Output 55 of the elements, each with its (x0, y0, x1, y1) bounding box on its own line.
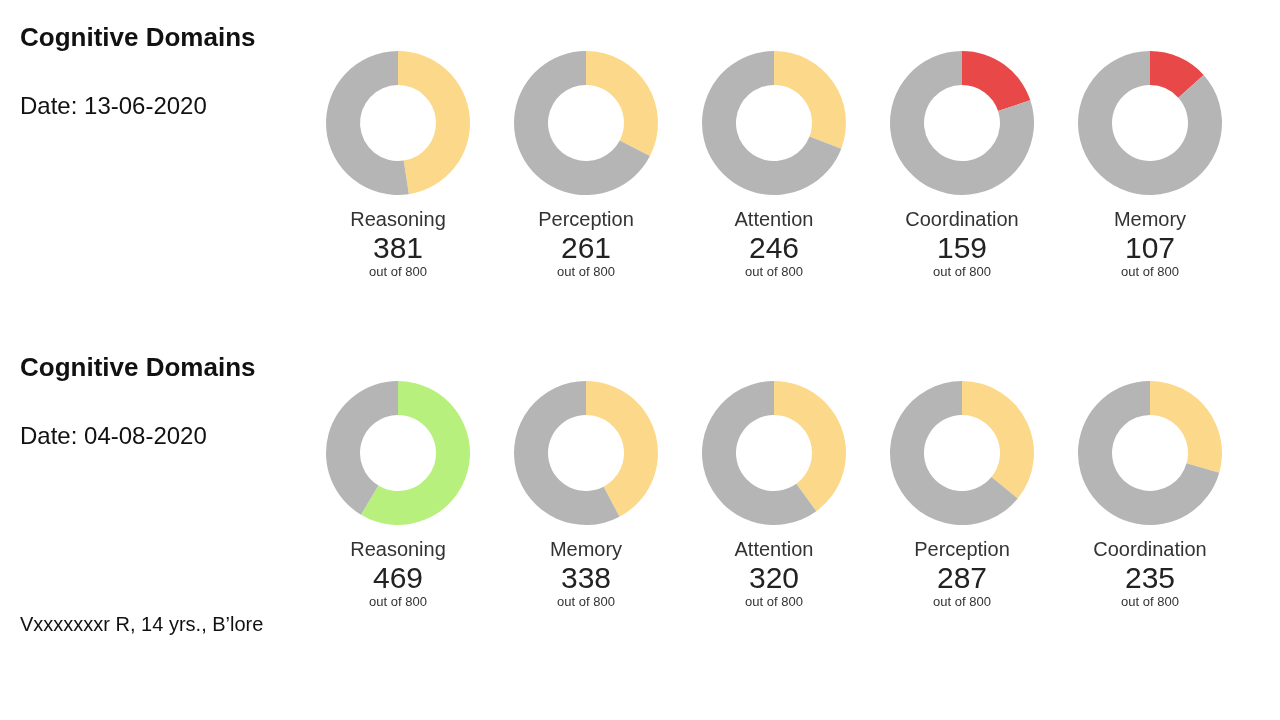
donut-slice (774, 381, 846, 512)
donut-slice (1150, 51, 1204, 98)
text: out of 800 (369, 264, 427, 279)
text: Date: 13-06-2020 (20, 92, 207, 119)
donut-slice (890, 381, 1018, 525)
text: Memory (1113, 208, 1187, 230)
text: Coordination (1093, 538, 1207, 560)
text: out of 800 (1121, 264, 1179, 279)
donut-slice (326, 51, 409, 195)
text: Perception (538, 208, 634, 230)
donut-slice (326, 381, 398, 515)
text: 107 (1124, 231, 1176, 264)
text: 381 (372, 231, 424, 264)
text: 235 (1124, 561, 1176, 594)
donut-slice (398, 51, 470, 195)
donut-slice (1078, 51, 1222, 195)
text: Vxxxxxxxr R, 14 yrs., B’lore (20, 613, 264, 635)
donut-slice (360, 381, 470, 525)
text: Reasoning (350, 208, 446, 230)
text: out of 800 (933, 594, 991, 609)
text: 338 (560, 561, 612, 594)
donut-slice (514, 51, 650, 195)
text: Reasoning (350, 538, 446, 560)
donut-slice (962, 51, 1031, 112)
text: out of 800 (933, 264, 991, 279)
donut-slice (1078, 381, 1220, 525)
donut-slice (774, 51, 846, 149)
donut-slice (586, 381, 658, 517)
text: Attention (734, 208, 814, 230)
text: 320 (748, 561, 800, 594)
donut-slice (962, 381, 1034, 499)
text: Date: 04-08-2020 (20, 422, 207, 449)
text: out of 800 (745, 264, 803, 279)
text: out of 800 (1121, 594, 1179, 609)
text: 261 (560, 231, 612, 264)
donut-slice (1150, 381, 1222, 473)
text: 287 (936, 561, 988, 594)
text: Coordination (905, 208, 1019, 230)
text: out of 800 (745, 594, 803, 609)
donut-slice (890, 51, 1034, 195)
text: Cognitive Domains (20, 352, 256, 382)
donut-slice (514, 381, 620, 525)
text: 159 (936, 231, 988, 264)
text: Memory (549, 538, 623, 560)
text: Perception (914, 538, 1010, 560)
text: out of 800 (557, 594, 615, 609)
text: out of 800 (557, 264, 615, 279)
text: 469 (372, 561, 424, 594)
text: Attention (734, 538, 814, 560)
donut-slice (702, 51, 842, 195)
text: 246 (748, 231, 800, 264)
text: Cognitive Domains (20, 22, 256, 52)
donut-slice (702, 381, 817, 525)
donut-slice (586, 51, 658, 157)
text: out of 800 (369, 594, 427, 609)
